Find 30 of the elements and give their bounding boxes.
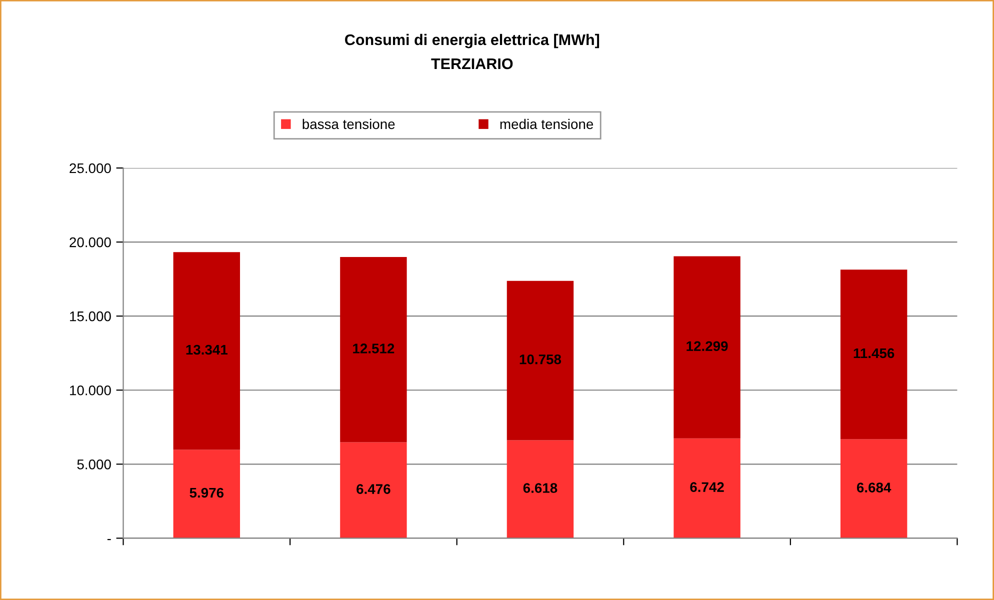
data-label: 6.618 (523, 483, 558, 493)
bar (340, 442, 407, 538)
bar (506, 280, 574, 440)
data-label: 6.476 (356, 484, 390, 494)
y-tick-label: 10.000 (70, 385, 111, 396)
y-tick-label: 25.000 (70, 163, 111, 174)
y-tick-label: 20.000 (70, 237, 111, 248)
data-label: 5.976 (190, 488, 224, 498)
y-tick-label: 15.000 (70, 311, 111, 322)
bar (173, 252, 240, 450)
bar (340, 257, 407, 442)
bar (506, 440, 574, 538)
y-tick-label: - (107, 539, 111, 540)
bar (674, 256, 740, 438)
bar (674, 438, 740, 538)
data-label: 11.456 (854, 348, 894, 358)
data-label: 6.684 (856, 482, 892, 492)
chart-subtitle: TERZIARIO (431, 58, 513, 70)
legend-label: bassa tensione (302, 118, 395, 130)
y-tick-label: 5.000 (77, 459, 111, 470)
bar (840, 270, 908, 440)
bar (840, 439, 908, 538)
legend-label: media tensione (500, 118, 594, 130)
data-label: 12.299 (686, 341, 728, 352)
chart-title: Consumi di energia elettrica [MWh] (345, 34, 600, 48)
data-label: 6.742 (690, 482, 724, 492)
bar (173, 450, 240, 538)
data-label: 10.758 (520, 354, 562, 364)
data-label: 12.512 (353, 344, 394, 354)
data-label: 13.341 (186, 344, 228, 355)
